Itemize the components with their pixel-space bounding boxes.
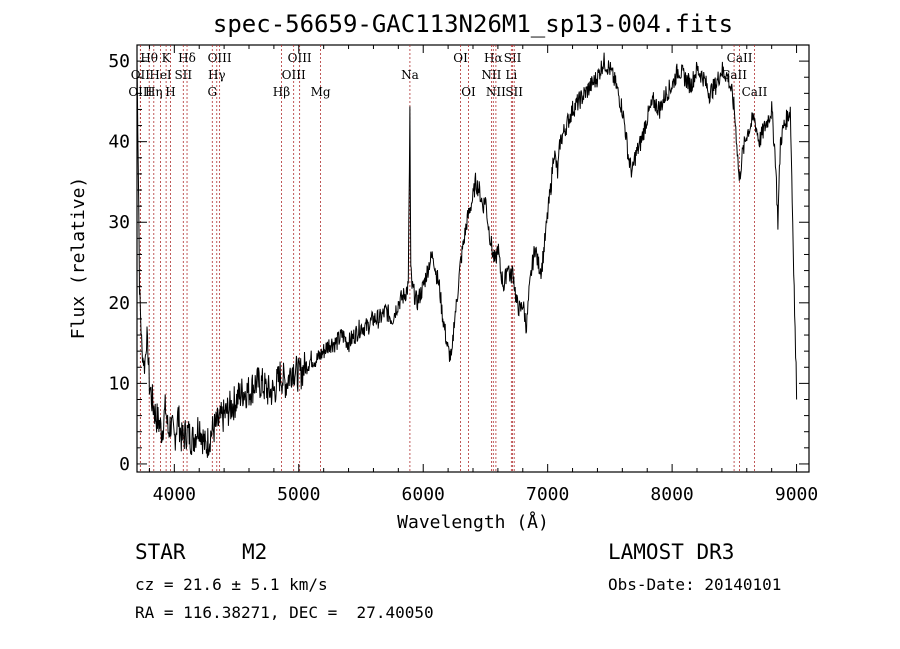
marker-label: Na <box>401 68 419 82</box>
marker-label: H <box>165 85 175 99</box>
marker-label: Hγ <box>208 68 226 82</box>
y-axis-label: Flux (relative) <box>68 177 89 340</box>
marker-label: Hδ <box>178 51 196 65</box>
marker-label: Li <box>505 68 517 82</box>
marker-label: SII <box>505 85 523 99</box>
spectrum-line <box>136 52 798 458</box>
marker-label: HeI <box>149 68 172 82</box>
marker-label: Mg <box>311 85 331 99</box>
y-tick-label: 30 <box>108 212 130 233</box>
x-tick-label: 9000 <box>775 484 818 505</box>
marker-label: G <box>207 85 217 99</box>
marker-label: Hη <box>145 85 163 99</box>
y-tick-label: 20 <box>108 293 130 314</box>
redshift-cz: cz = 21.6 ± 5.1 km/s <box>135 575 328 594</box>
marker-label: OIII <box>282 68 306 82</box>
marker-label: OIII <box>208 51 232 65</box>
marker-label: K <box>162 51 172 65</box>
marker-label: CaII <box>727 51 753 65</box>
x-tick-label: 7000 <box>526 484 569 505</box>
x-tick-label: 4000 <box>153 484 196 505</box>
x-tick-label: 8000 <box>650 484 693 505</box>
y-tick-label: 50 <box>108 51 130 72</box>
marker-label: Hα <box>484 51 503 65</box>
coordinates: RA = 116.38271, DEC = 27.40050 <box>135 603 434 622</box>
y-tick-label: 0 <box>119 454 130 475</box>
marker-label: OIII <box>128 85 152 99</box>
marker-label: OIII <box>288 51 312 65</box>
marker-label: SII <box>174 68 192 82</box>
y-tick-label: 10 <box>108 373 130 394</box>
obs-date: Obs-Date: 20140101 <box>608 575 782 594</box>
x-tick-label: 6000 <box>402 484 445 505</box>
marker-label: Hβ <box>273 85 290 99</box>
marker-label: CaII <box>742 85 768 99</box>
marker-label: SII <box>504 51 522 65</box>
object-subclass: M2 <box>242 540 268 564</box>
survey-name: LAMOST DR3 <box>608 540 735 564</box>
y-tick-label: 40 <box>108 132 130 153</box>
chart-title: spec-56659-GAC113N26M1_sp13-004.fits <box>213 10 733 38</box>
axis-ticks: 4000 5000 6000 7000 8000 9000 0 10 20 30 40 50 <box>108 45 818 505</box>
x-axis-label: Wavelength (Å) <box>397 511 549 533</box>
marker-label: OI <box>461 85 476 99</box>
marker-label: NII <box>481 68 501 82</box>
x-tick-label: 5000 <box>277 484 320 505</box>
marker-label: Hθ <box>140 51 158 65</box>
object-class: STAR <box>135 540 186 564</box>
marker-label: NII <box>486 85 506 99</box>
marker-label: OI <box>453 51 468 65</box>
plot-frame <box>136 44 810 473</box>
